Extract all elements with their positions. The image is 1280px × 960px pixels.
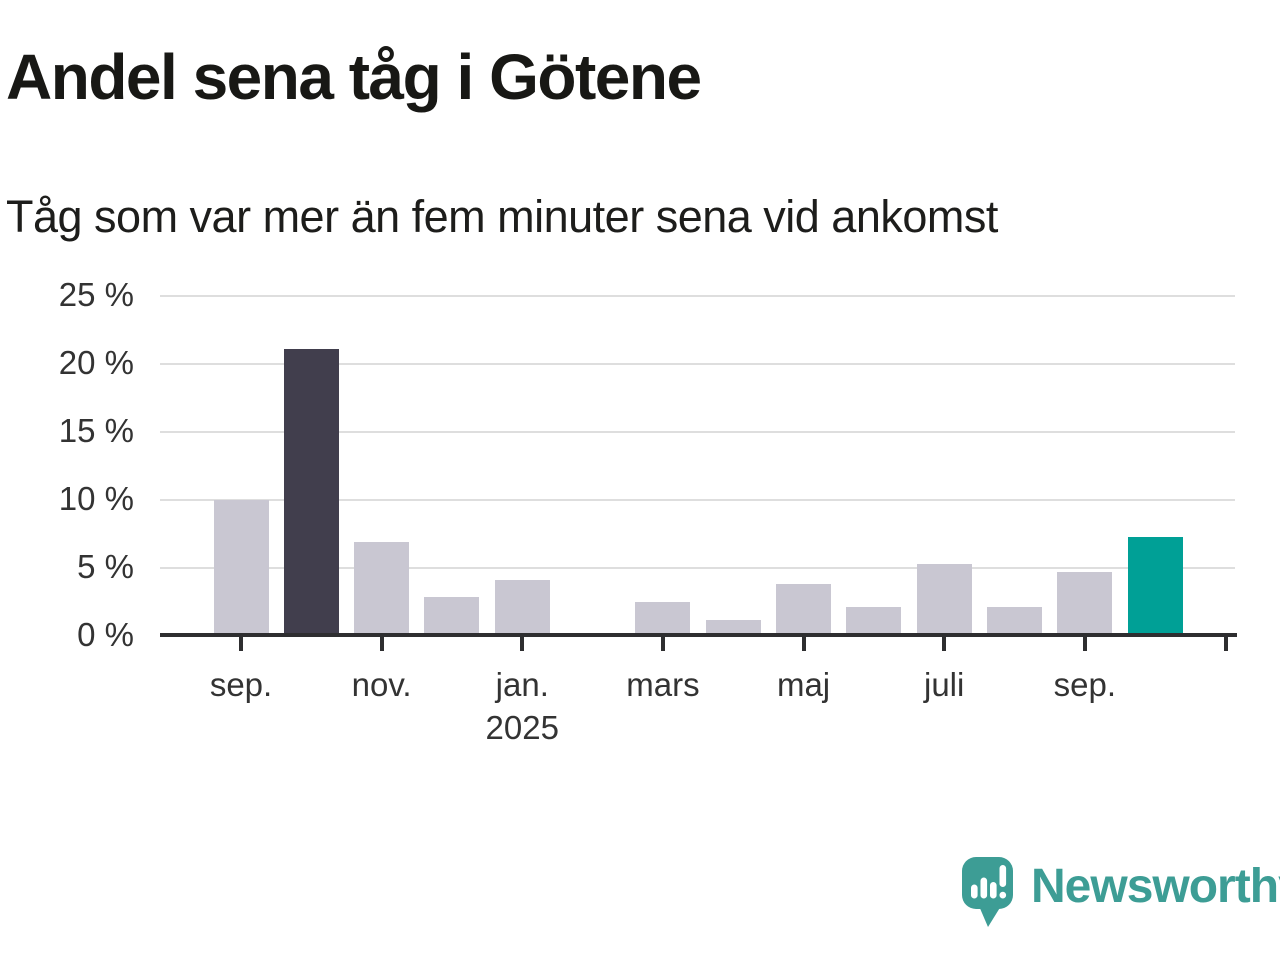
bar-dec-2024: [424, 596, 480, 636]
bar-juni-2025: [846, 607, 902, 636]
y-axis-label-15-percent: 15 %: [58, 412, 134, 449]
gridline-10-percent: [160, 499, 1235, 501]
x-axis-label-sep: sep.: [1053, 666, 1117, 703]
x-axis-tick-nov: [379, 637, 384, 651]
x-axis-end-tick: [1224, 637, 1228, 651]
gridline-5-percent: [160, 567, 1235, 569]
x-axis-tick-mars: [660, 637, 665, 651]
newsworthy-logo: Newsworthy: [961, 856, 1280, 930]
x-axis-tick-juli: [942, 637, 947, 651]
bar-okt-2024: [283, 349, 339, 636]
x-axis-year-label: 2025: [485, 709, 559, 746]
bar-okt-2025: [1127, 536, 1183, 636]
x-axis-label-mars: mars: [626, 666, 700, 703]
x-axis-label-nov: nov.: [351, 666, 412, 703]
x-axis-label-juli: juli: [924, 666, 965, 703]
bar-maj-2025: [776, 584, 832, 636]
y-axis-label-5-percent: 5 %: [77, 548, 134, 585]
y-axis-label-0-percent: 0 %: [77, 616, 134, 653]
chart-subtitle: Tåg som var mer än fem minuter sena vid …: [6, 191, 998, 242]
bar-jan-2025: [494, 580, 550, 636]
gridline-15-percent: [160, 431, 1235, 433]
gridline-25-percent: [160, 295, 1235, 297]
bar-mars-2025: [635, 602, 691, 636]
bar-juli-2025: [916, 563, 972, 636]
x-axis-label-maj: maj: [776, 666, 831, 703]
bar-sep-2024: [213, 500, 269, 636]
y-axis-label-20-percent: 20 %: [58, 344, 134, 381]
y-axis-label-10-percent: 10 %: [58, 480, 134, 517]
x-axis-tick-jan: [520, 637, 525, 651]
x-axis-tick-sep: [1082, 637, 1087, 651]
x-axis-label-sep: sep.: [209, 666, 273, 703]
chart-title: Andel sena tåg i Götene: [6, 41, 702, 113]
x-axis-tick-maj: [801, 637, 806, 651]
bar-apr-2025: [705, 619, 761, 636]
y-axis-label-25-percent: 25 %: [58, 276, 134, 313]
gridline-20-percent: [160, 363, 1235, 365]
bar-aug-2025: [987, 607, 1043, 636]
bar-nov-2024: [354, 542, 410, 636]
newsworthy-logo-icon: [962, 857, 1013, 927]
newsworthy-wordmark: Newsworthy: [1031, 860, 1280, 913]
x-axis-baseline: [160, 633, 1237, 637]
x-axis-label-jan: jan.: [495, 666, 549, 703]
x-axis-tick-sep: [239, 637, 243, 651]
bar-sep-2025: [1057, 572, 1113, 636]
